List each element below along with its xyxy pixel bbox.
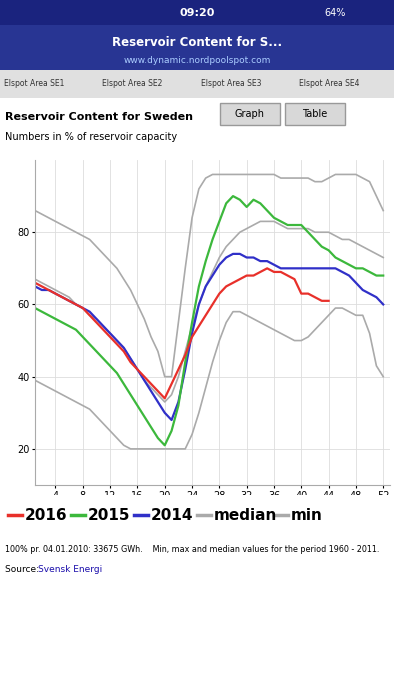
Text: 2014: 2014: [151, 508, 193, 522]
Text: 09:20: 09:20: [179, 8, 215, 18]
Text: 2015: 2015: [88, 508, 130, 522]
Text: Svensk Energi: Svensk Energi: [38, 564, 102, 573]
FancyBboxPatch shape: [285, 103, 345, 125]
FancyBboxPatch shape: [220, 103, 280, 125]
Text: Reservoir Content for S...: Reservoir Content for S...: [112, 36, 282, 48]
Text: Table: Table: [302, 109, 328, 119]
Text: Numbers in % of reservoir capacity: Numbers in % of reservoir capacity: [5, 132, 177, 142]
Text: Elspot Area SE3: Elspot Area SE3: [201, 80, 262, 88]
Text: 2016: 2016: [25, 508, 68, 522]
Text: Elspot Area SE2: Elspot Area SE2: [102, 80, 163, 88]
Text: Elspot Area SE1: Elspot Area SE1: [4, 80, 64, 88]
Text: min: min: [291, 508, 323, 522]
Text: median: median: [214, 508, 277, 522]
Text: Elspot Area SE4: Elspot Area SE4: [299, 80, 360, 88]
Text: Source:: Source:: [5, 564, 42, 573]
Text: www.dynamic.nordpoolspot.com: www.dynamic.nordpoolspot.com: [123, 55, 271, 64]
Text: Reservoir Content for Sweden: Reservoir Content for Sweden: [5, 112, 193, 122]
Text: Graph: Graph: [235, 109, 265, 119]
Text: 64%: 64%: [324, 8, 346, 18]
Text: 100% pr. 04.01.2010: 33675 GWh.    Min, max and median values for the period 196: 100% pr. 04.01.2010: 33675 GWh. Min, max…: [5, 545, 379, 554]
